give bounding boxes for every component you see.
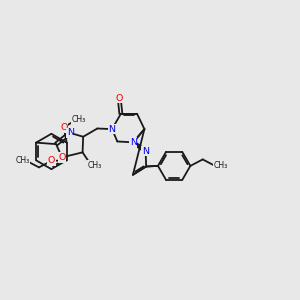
Text: N: N [109,124,116,134]
Text: N: N [67,128,74,137]
Text: O: O [58,153,66,162]
Text: O: O [116,94,123,103]
Text: CH₃: CH₃ [87,161,101,170]
Text: N: N [109,124,116,134]
Text: CH₃: CH₃ [213,161,227,170]
Text: O: O [48,156,55,165]
Text: CH₃: CH₃ [15,156,30,165]
Text: N: N [130,138,137,147]
Text: N: N [142,147,149,156]
Text: O: O [60,123,68,132]
Text: CH₃: CH₃ [72,115,86,124]
